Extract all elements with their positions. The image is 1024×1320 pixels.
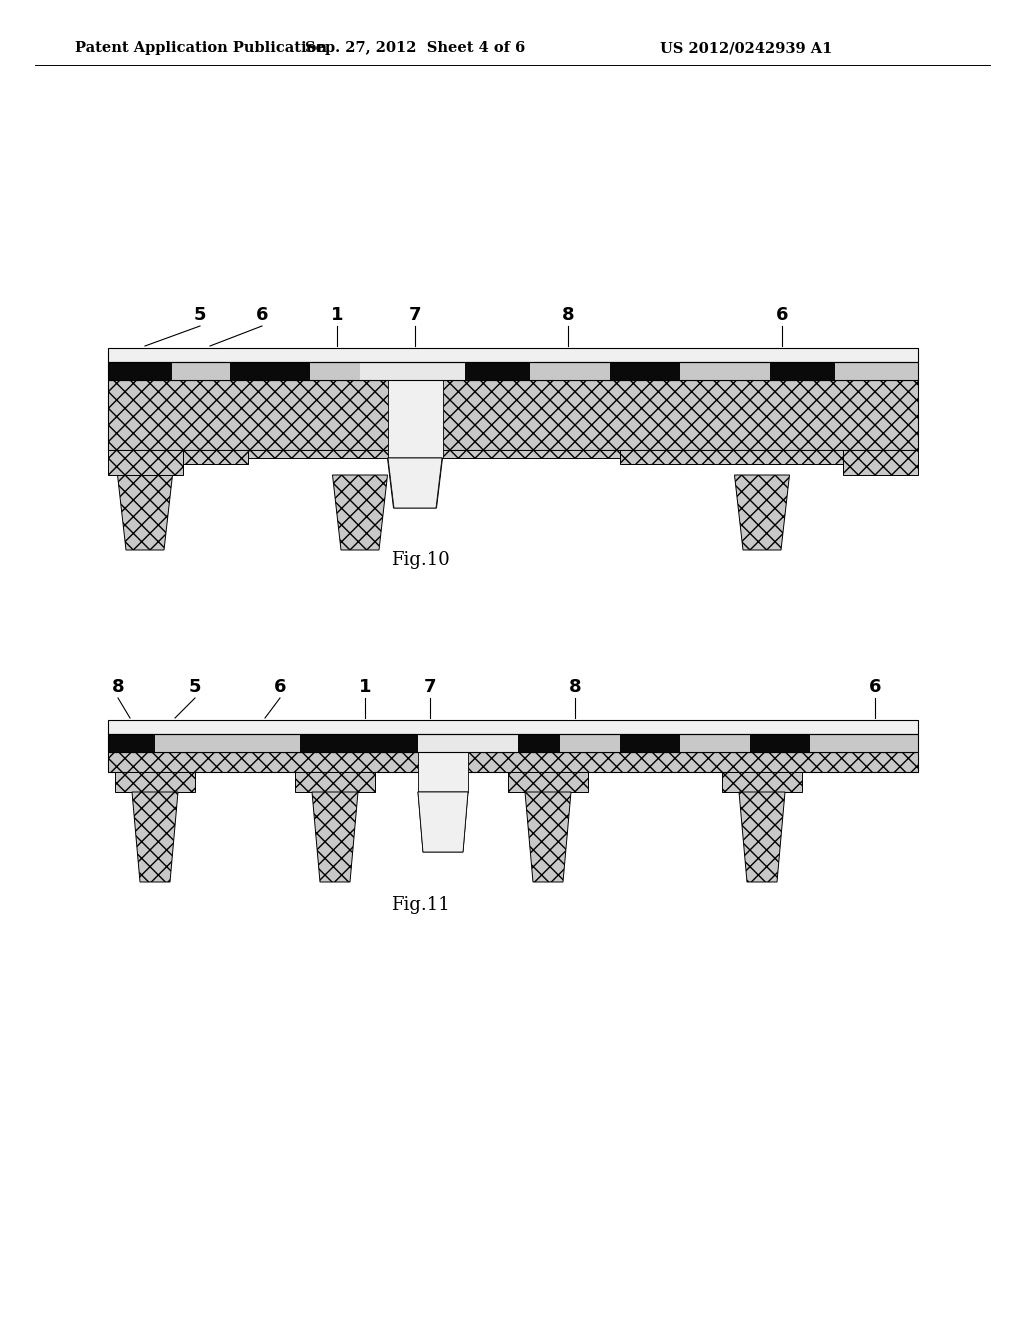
Polygon shape (418, 792, 468, 851)
Bar (468, 734, 518, 752)
Bar (108, 719, 918, 734)
Text: 5: 5 (188, 678, 202, 696)
Bar (360, 362, 415, 380)
Bar (750, 734, 810, 752)
Text: 7: 7 (424, 678, 436, 696)
Bar (248, 450, 620, 458)
Bar (155, 734, 228, 752)
Bar (843, 450, 918, 475)
Bar (810, 734, 918, 752)
Text: 8: 8 (568, 678, 582, 696)
Text: 8: 8 (112, 678, 124, 696)
Bar (418, 734, 468, 752)
Bar (108, 450, 183, 475)
Text: Fig.11: Fig.11 (390, 896, 450, 913)
Polygon shape (734, 475, 790, 550)
Polygon shape (388, 458, 442, 508)
Bar (722, 772, 802, 792)
Bar (360, 734, 418, 752)
Text: Fig.10: Fig.10 (390, 550, 450, 569)
Text: 6: 6 (868, 678, 882, 696)
Bar (620, 450, 843, 465)
Bar (418, 752, 468, 792)
Polygon shape (387, 458, 442, 508)
Bar (508, 772, 588, 792)
Bar (610, 362, 680, 380)
Bar (230, 362, 310, 380)
Text: 1: 1 (358, 678, 372, 696)
Polygon shape (739, 792, 785, 882)
Bar (295, 772, 375, 792)
Bar (108, 734, 918, 752)
Text: 7: 7 (409, 306, 421, 323)
Bar (518, 734, 560, 752)
Polygon shape (525, 792, 571, 882)
Bar (108, 348, 918, 362)
Bar (108, 380, 918, 450)
Bar (530, 362, 610, 380)
Polygon shape (418, 792, 468, 851)
Bar (835, 362, 918, 380)
Bar (310, 362, 360, 380)
Text: 6: 6 (273, 678, 287, 696)
Polygon shape (333, 475, 387, 550)
Text: 6: 6 (256, 306, 268, 323)
Bar (465, 362, 530, 380)
Bar (108, 362, 918, 380)
Text: Sep. 27, 2012  Sheet 4 of 6: Sep. 27, 2012 Sheet 4 of 6 (305, 41, 525, 55)
Bar (183, 450, 248, 465)
Bar (620, 734, 680, 752)
Bar (415, 362, 465, 380)
Polygon shape (132, 792, 178, 882)
Bar (680, 362, 770, 380)
Bar (680, 734, 750, 752)
Text: 8: 8 (562, 306, 574, 323)
Text: 1: 1 (331, 306, 343, 323)
Polygon shape (312, 792, 358, 882)
Bar (770, 362, 835, 380)
Bar (108, 734, 155, 752)
Text: 6: 6 (776, 306, 788, 323)
Bar (108, 362, 172, 380)
Bar (228, 734, 300, 752)
Bar (108, 752, 918, 772)
Bar (300, 734, 360, 752)
Text: Patent Application Publication: Patent Application Publication (75, 41, 327, 55)
Text: 5: 5 (194, 306, 206, 323)
Text: US 2012/0242939 A1: US 2012/0242939 A1 (660, 41, 833, 55)
Bar (115, 772, 195, 792)
Polygon shape (118, 475, 172, 550)
Bar (172, 362, 230, 380)
Bar (388, 380, 443, 458)
Bar (560, 734, 620, 752)
